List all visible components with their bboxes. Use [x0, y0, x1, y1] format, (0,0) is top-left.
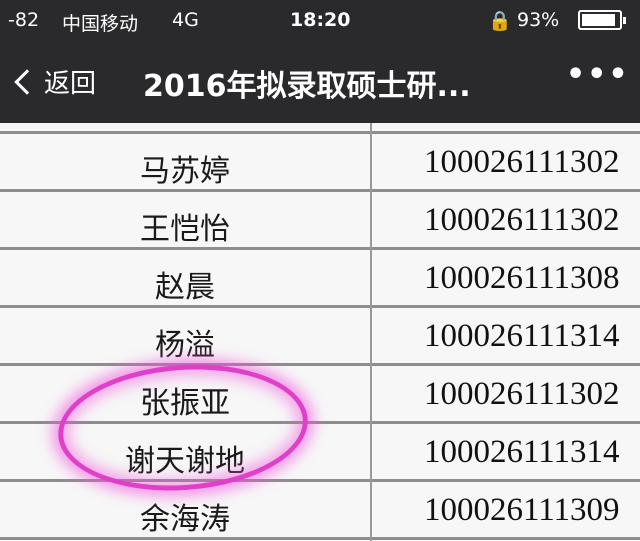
student-name: 张振亚: [140, 386, 230, 421]
student-id: 100026111314: [424, 318, 620, 354]
student-id: 100026111302: [424, 202, 620, 238]
back-button[interactable]: 返回: [14, 63, 97, 100]
student-name: 王恺怡: [140, 212, 230, 247]
table-row: 张振亚 100026111302: [0, 363, 640, 421]
student-name: 杨溢: [155, 328, 215, 363]
table-row: 杨溢 100026111314: [0, 305, 640, 363]
table-row: 王恺怡 100026111302: [0, 189, 640, 247]
table-row: 马苏婷 100026111302: [0, 131, 640, 189]
chevron-left-icon: [14, 68, 40, 95]
student-name: 余海涛: [140, 502, 230, 537]
battery-icon: [578, 10, 626, 30]
student-name: 赵晨: [155, 270, 215, 305]
student-id: 100026111302: [424, 376, 620, 412]
table-row: 余海涛 100026111309: [0, 479, 640, 537]
more-options-button[interactable]: •••: [566, 57, 630, 92]
student-name: 谢天谢地: [125, 444, 245, 479]
navigation-bar: 返回 2016年拟录取硕士研... •••: [0, 43, 640, 123]
page-title: 2016年拟录取硕士研...: [143, 69, 471, 104]
student-name: 马苏婷: [140, 154, 230, 189]
admission-table: 马苏婷 100026111302 王恺怡 100026111302 赵晨 100026…: [0, 123, 640, 541]
back-label: 返回: [44, 69, 97, 99]
column-divider: [370, 123, 372, 541]
network-type: 4G: [172, 9, 199, 31]
table-row: 谢天谢地 100026111314: [0, 421, 640, 479]
signal-strength: -82: [8, 9, 40, 31]
carrier: 中国移动: [62, 13, 139, 35]
status-bar: -82 中国移动 4G 18:20 🔒 93%: [0, 0, 640, 43]
table-row: 赵晨 100026111308: [0, 247, 640, 305]
student-id: 100026111309: [424, 492, 620, 528]
rotation-lock-icon: 🔒: [488, 10, 512, 32]
student-id: 100026111308: [424, 260, 620, 296]
table-bottom-border: [0, 537, 640, 540]
student-id: 100026111302: [424, 144, 620, 180]
clock: 18:20: [290, 9, 351, 31]
student-id: 100026111314: [424, 434, 620, 470]
battery-percent: 93%: [517, 9, 560, 31]
